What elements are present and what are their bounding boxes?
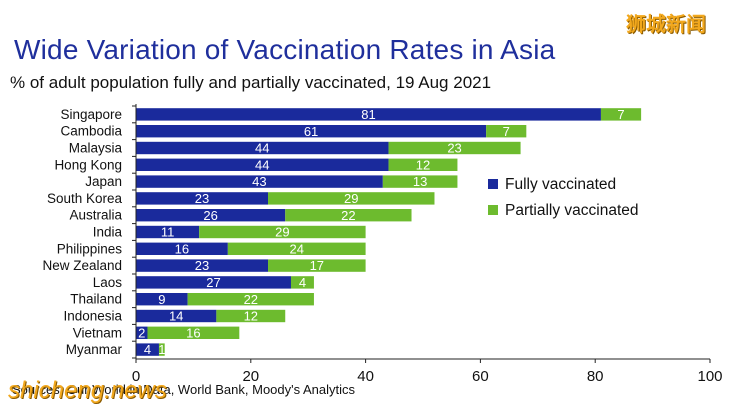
- data-label-fully-vaccinated-singapore: 81: [361, 107, 375, 122]
- category-label-cambodia: Cambodia: [60, 124, 122, 139]
- data-label-fully-vaccinated-india: 11: [161, 225, 175, 240]
- source-note: Sources: Our World in Data, World Bank, …: [12, 382, 356, 397]
- bar-partially-vaccinated-singapore: [600, 108, 642, 121]
- data-label-fully-vaccinated-australia: 26: [203, 208, 217, 223]
- data-label-fully-vaccinated-japan: 43: [252, 174, 266, 189]
- data-label-partially-vaccinated-philippines: 24: [289, 241, 303, 256]
- data-label-fully-vaccinated-new-zealand: 23: [195, 258, 209, 273]
- category-label-vietnam: Vietnam: [73, 325, 122, 340]
- category-label-laos: Laos: [93, 275, 123, 290]
- data-label-fully-vaccinated-philippines: 16: [175, 241, 189, 256]
- data-label-partially-vaccinated-singapore: 7: [617, 107, 624, 122]
- bar-fully-vaccinated-indonesia: [136, 309, 217, 323]
- data-label-partially-vaccinated-myanmar: 1: [158, 342, 165, 357]
- data-label-fully-vaccinated-indonesia: 14: [169, 309, 183, 324]
- category-label-thailand: Thailand: [70, 292, 122, 307]
- legend-layer: Fully vaccinated Partially vaccinated: [488, 176, 639, 219]
- legend-label-fully-vaccinated: Fully vaccinated: [505, 176, 616, 193]
- data-label-partially-vaccinated-indonesia: 12: [244, 309, 258, 324]
- data-label-partially-vaccinated-vietnam: 16: [186, 325, 200, 340]
- legend-label-partially-vaccinated: Partially vaccinated: [505, 202, 639, 219]
- bar-fully-vaccinated-philippines: [136, 242, 228, 255]
- bar-partially-vaccinated-australia: [285, 209, 412, 222]
- x-tick-label-40: 40: [357, 368, 374, 385]
- chart-subtitle: % of adult population fully and partiall…: [10, 73, 492, 92]
- bar-partially-vaccinated-india: [199, 225, 366, 239]
- bar-partially-vaccinated-malaysia: [388, 141, 521, 155]
- bar-fully-vaccinated-hong-kong: [136, 158, 389, 171]
- category-label-japan: Japan: [85, 174, 122, 189]
- data-label-partially-vaccinated-japan: 13: [413, 174, 427, 189]
- data-label-partially-vaccinated-hong-kong: 12: [416, 157, 430, 172]
- x-tick-label-80: 80: [587, 368, 604, 385]
- bar-fully-vaccinated-cambodia: [136, 125, 487, 138]
- x-tick-label-0: 0: [132, 368, 140, 385]
- watermark-logo-top: 狮城新闻: [626, 12, 706, 36]
- bar-fully-vaccinated-japan: [136, 175, 383, 188]
- bar-fully-vaccinated-india: [136, 225, 200, 239]
- bar-partially-vaccinated-cambodia: [486, 125, 527, 138]
- category-label-india: India: [93, 225, 123, 240]
- data-label-partially-vaccinated-india: 29: [275, 225, 289, 240]
- data-label-partially-vaccinated-new-zealand: 17: [310, 258, 324, 273]
- data-label-fully-vaccinated-south-korea: 23: [195, 191, 209, 206]
- bar-partially-vaccinated-vietnam: [147, 326, 240, 339]
- data-label-fully-vaccinated-hong-kong: 44: [255, 157, 269, 172]
- bar-partially-vaccinated-thailand: [187, 293, 314, 306]
- data-label-partially-vaccinated-south-korea: 29: [344, 191, 358, 206]
- data-label-partially-vaccinated-laos: 4: [299, 275, 306, 290]
- category-label-malaysia: Malaysia: [69, 141, 123, 156]
- data-label-fully-vaccinated-myanmar: 4: [144, 342, 151, 357]
- watermark-logo-bottom: shicheng.news: [8, 377, 167, 404]
- bar-fully-vaccinated-thailand: [136, 293, 188, 306]
- bar-partially-vaccinated-philippines: [227, 242, 366, 255]
- category-label-hong-kong: Hong Kong: [54, 157, 122, 172]
- bar-fully-vaccinated-vietnam: [136, 326, 148, 339]
- category-label-philippines: Philippines: [57, 241, 123, 256]
- bar-fully-vaccinated-australia: [136, 209, 286, 222]
- chart-title: Wide Variation of Vaccination Rates in A…: [14, 34, 556, 65]
- x-axis-layer: 0 20 40 60 80 100: [132, 104, 723, 385]
- bar-partially-vaccinated-new-zealand: [268, 259, 366, 272]
- category-label-singapore: Singapore: [60, 107, 122, 122]
- bar-partially-vaccinated-hong-kong: [388, 158, 458, 171]
- data-label-partially-vaccinated-cambodia: 7: [503, 124, 510, 139]
- legend-swatch-partially-vaccinated: [488, 205, 498, 215]
- bar-fully-vaccinated-laos: [136, 276, 291, 289]
- bar-fully-vaccinated-south-korea: [136, 192, 269, 205]
- bar-partially-vaccinated-laos: [290, 276, 314, 289]
- category-label-australia: Australia: [69, 208, 122, 223]
- category-label-myanmar: Myanmar: [66, 342, 123, 357]
- bar-fully-vaccinated-myanmar: [136, 343, 159, 356]
- bar-fully-vaccinated-malaysia: [136, 141, 389, 155]
- bar-partially-vaccinated-japan: [382, 175, 458, 188]
- data-label-fully-vaccinated-malaysia: 44: [255, 141, 269, 156]
- category-label-south-korea: South Korea: [47, 191, 123, 206]
- data-label-fully-vaccinated-thailand: 9: [158, 292, 165, 307]
- bar-partially-vaccinated-myanmar: [158, 343, 165, 356]
- bar-partially-vaccinated-indonesia: [216, 309, 286, 323]
- data-label-fully-vaccinated-cambodia: 61: [304, 124, 318, 139]
- bar-partially-vaccinated-south-korea: [268, 192, 435, 205]
- data-label-partially-vaccinated-malaysia: 23: [447, 141, 461, 156]
- x-tick-label-60: 60: [472, 368, 489, 385]
- category-label-new-zealand: New Zealand: [42, 258, 122, 273]
- legend-swatch-fully-vaccinated: [488, 179, 498, 189]
- data-label-fully-vaccinated-laos: 27: [206, 275, 220, 290]
- x-tick-label-100: 100: [697, 368, 722, 385]
- data-label-partially-vaccinated-thailand: 22: [244, 292, 258, 307]
- bar-fully-vaccinated-singapore: [136, 108, 601, 121]
- data-label-partially-vaccinated-australia: 22: [341, 208, 355, 223]
- bar-fully-vaccinated-new-zealand: [136, 259, 269, 272]
- data-label-fully-vaccinated-vietnam: 2: [138, 325, 145, 340]
- x-tick-label-20: 20: [242, 368, 259, 385]
- category-label-indonesia: Indonesia: [63, 309, 122, 324]
